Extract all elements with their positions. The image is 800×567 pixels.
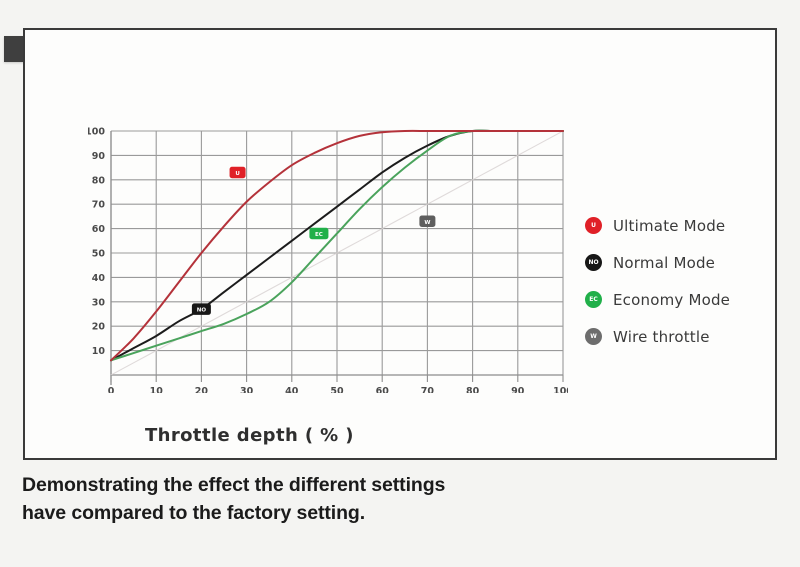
svg-text:40: 40 — [285, 386, 299, 393]
legend-label: Wire throttle — [613, 327, 710, 346]
svg-text:90: 90 — [511, 386, 525, 393]
legend-item-ultimate-mode[interactable]: U Ultimate Mode — [585, 207, 730, 244]
svg-text:90: 90 — [92, 151, 106, 162]
svg-text:70: 70 — [92, 200, 106, 211]
legend-item-normal-mode[interactable]: NO Normal Mode — [585, 244, 730, 281]
svg-text:30: 30 — [240, 386, 254, 393]
economy-mode-swatch-icon: EC — [585, 291, 602, 308]
throttle-response-chart: 0 10 20 30 40 50 60 70 80 90 100 10 20 30 40 50 60 70 80 90… — [88, 103, 568, 394]
legend-label: Ultimate Mode — [613, 216, 726, 235]
svg-text:U: U — [235, 171, 239, 177]
axis-ticks — [110, 375, 564, 382]
svg-text:NO: NO — [197, 308, 207, 314]
svg-text:30: 30 — [92, 297, 106, 308]
grid-lines — [110, 130, 564, 385]
svg-text:10: 10 — [150, 386, 164, 393]
svg-text:100: 100 — [88, 127, 105, 138]
svg-text:100: 100 — [553, 386, 568, 393]
series-markers: U NO EC W — [191, 166, 436, 315]
svg-text:EC: EC — [315, 232, 323, 238]
legend-item-economy-mode[interactable]: EC Economy Mode — [585, 281, 730, 318]
caption: Demonstrating the effect the different s… — [22, 472, 445, 527]
chart-legend: U Ultimate Mode NO Normal Mode EC Econom… — [585, 207, 730, 355]
svg-text:50: 50 — [92, 249, 106, 260]
axis-tick-labels: 0 10 20 30 40 50 60 70 80 90 100 10 20 30 40 50 60 70 80 90… — [88, 127, 568, 394]
wire-throttle-swatch-icon: W — [585, 328, 602, 345]
svg-text:W: W — [424, 220, 430, 226]
caption-line-1: Demonstrating the effect the different s… — [22, 474, 446, 496]
svg-text:20: 20 — [92, 322, 106, 333]
svg-text:10: 10 — [92, 346, 106, 357]
svg-text:60: 60 — [376, 386, 390, 393]
x-axis-title: Throttle depth ( % ) — [145, 425, 354, 446]
svg-text:60: 60 — [92, 224, 106, 235]
svg-text:80: 80 — [466, 386, 480, 393]
ultimate-mode-swatch-icon: U — [585, 217, 602, 234]
chart-canvas: 0 10 20 30 40 50 60 70 80 90 100 10 20 30 40 50 60 70 80 90… — [88, 127, 568, 394]
chart-card — [23, 28, 777, 460]
caption-line-2: have compared to the factory setting. — [22, 501, 366, 524]
svg-text:80: 80 — [92, 175, 106, 186]
svg-text:40: 40 — [92, 273, 106, 284]
svg-text:50: 50 — [330, 386, 344, 393]
legend-label: Economy Mode — [613, 290, 731, 309]
svg-text:70: 70 — [421, 386, 435, 393]
svg-text:0: 0 — [108, 386, 115, 393]
legend-item-wire-throttle[interactable]: W Wire throttle — [585, 318, 730, 355]
svg-text:20: 20 — [195, 386, 209, 393]
legend-label: Normal Mode — [613, 253, 716, 272]
normal-mode-swatch-icon: NO — [585, 254, 602, 271]
curve-lines — [110, 129, 564, 376]
